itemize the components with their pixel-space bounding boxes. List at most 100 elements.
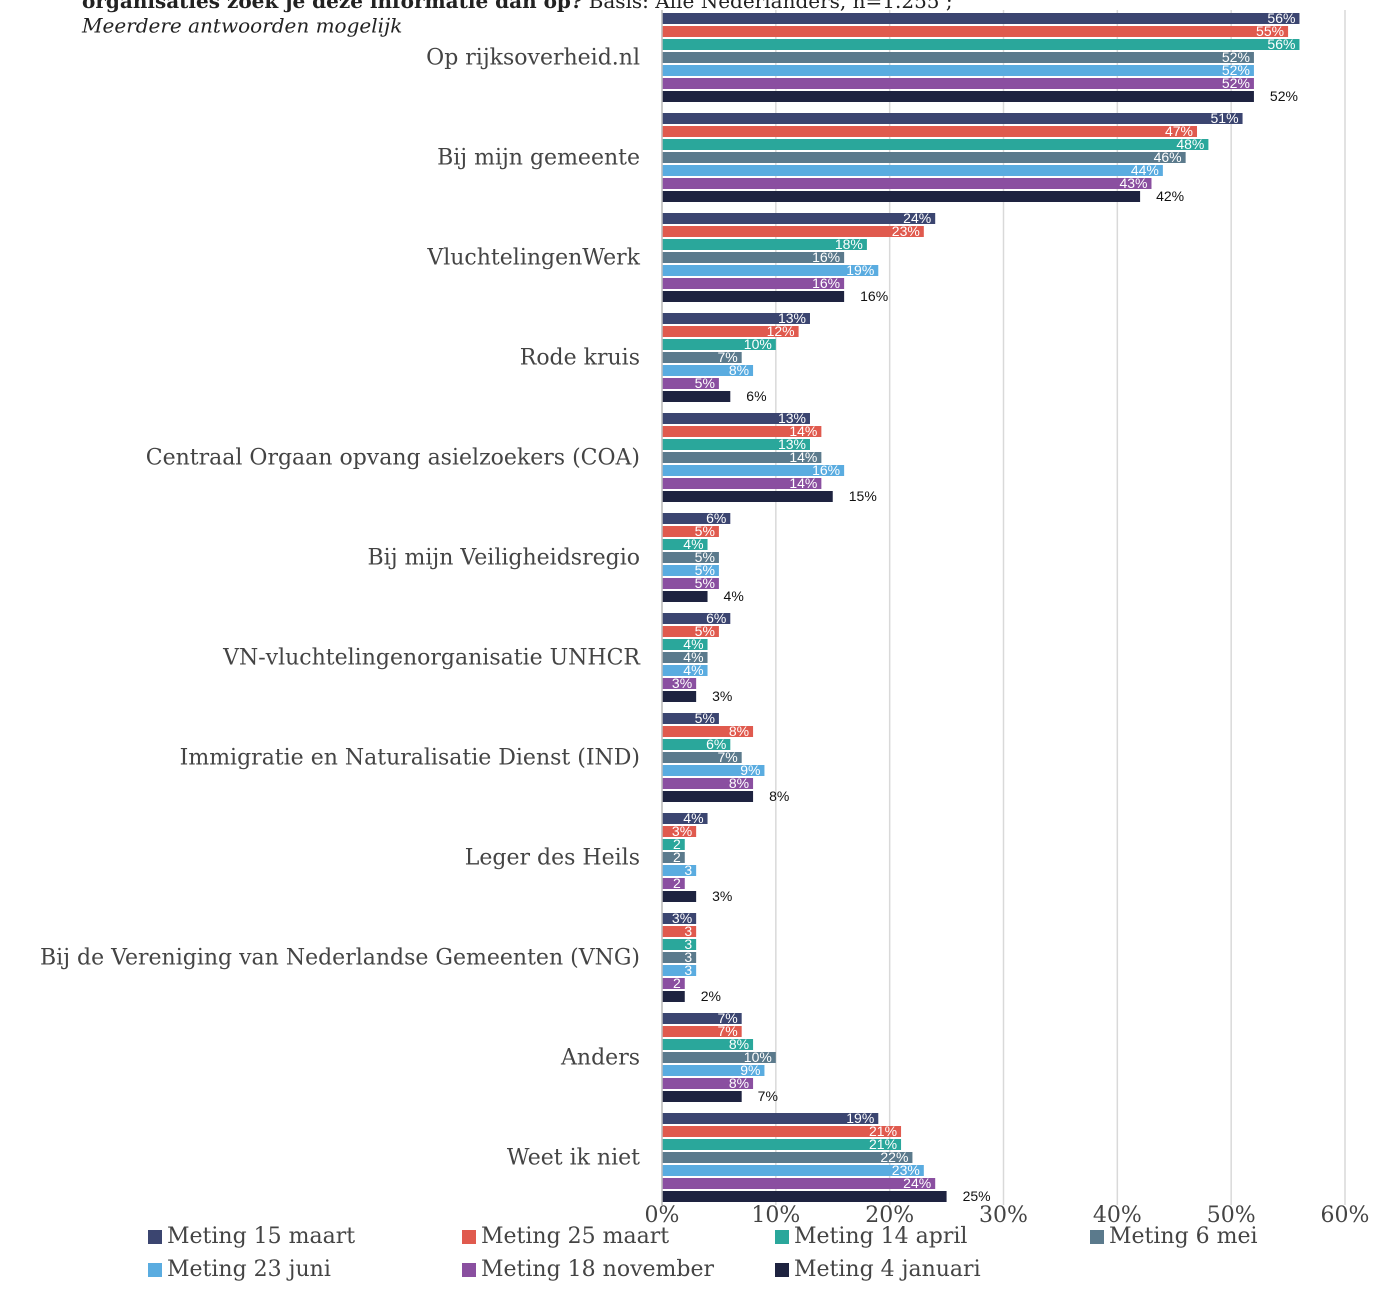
data-label: 9% <box>740 1062 760 1078</box>
chart-subtitle: Basis: Alle Nederlanders, n=1.255 ; <box>589 0 953 13</box>
legend-label: Meting 6 mei <box>1109 1224 1258 1249</box>
data-label: 3 <box>684 936 692 952</box>
data-label: 8% <box>729 775 749 791</box>
bar <box>662 765 765 776</box>
data-label: 24% <box>903 1175 931 1191</box>
bar <box>662 1152 913 1163</box>
bar <box>662 626 719 637</box>
legend-swatch <box>775 1230 789 1244</box>
bar <box>662 226 924 237</box>
bar <box>662 1039 754 1050</box>
bar <box>662 565 719 576</box>
bar <box>662 1126 902 1137</box>
data-label: 5% <box>695 549 715 565</box>
category-label: Op rijksoverheid.nl <box>426 46 640 71</box>
category-label: VN-vluchtelingenorganisatie UNHCR <box>222 646 641 671</box>
data-label: 6% <box>706 610 726 626</box>
data-label: 5% <box>695 562 715 578</box>
legend-label: Meting 14 april <box>794 1224 967 1249</box>
x-tick-label: 40% <box>1093 1203 1142 1228</box>
category-label: Bij mijn gemeente <box>437 146 640 171</box>
category-label: Centraal Orgaan opvang asielzoekers (COA… <box>146 446 640 471</box>
data-label: 14% <box>789 475 817 491</box>
bar <box>662 239 867 250</box>
data-label: 8% <box>729 362 749 378</box>
bar <box>662 465 845 476</box>
bar <box>662 452 822 463</box>
bar <box>662 813 708 824</box>
data-label: 47% <box>1165 123 1193 139</box>
legend-label: Meting 15 maart <box>167 1224 355 1249</box>
bar <box>662 491 833 502</box>
data-label: 6% <box>706 510 726 526</box>
bar <box>662 913 697 924</box>
grid <box>661 10 1346 1205</box>
data-label: 4% <box>683 810 703 826</box>
category-label: Bij de Vereniging van Nederlandse Gemeen… <box>40 946 640 971</box>
bar <box>662 665 708 676</box>
data-label: 25% <box>963 1188 991 1204</box>
data-label: 16% <box>812 249 840 265</box>
data-label: 19% <box>846 1110 874 1126</box>
x-tick-label: 60% <box>1321 1203 1370 1228</box>
data-label: 3% <box>672 823 692 839</box>
bar <box>662 1191 947 1202</box>
bar <box>662 891 697 902</box>
data-label: 52% <box>1222 49 1250 65</box>
legend-swatch <box>462 1230 476 1244</box>
data-label: 3% <box>712 688 732 704</box>
data-label: 52% <box>1222 62 1250 78</box>
bar <box>662 39 1300 50</box>
data-label: 13% <box>778 310 806 326</box>
data-label: 2 <box>673 849 681 865</box>
bar <box>662 752 742 763</box>
bar <box>662 613 731 624</box>
bar <box>662 526 719 537</box>
data-label: 8% <box>729 1036 749 1052</box>
x-tick-label: 20% <box>865 1203 914 1228</box>
category-label: Immigratie en Naturalisatie Dienst (IND) <box>180 746 640 771</box>
bar <box>662 865 697 876</box>
bar <box>662 952 697 963</box>
category-label: Weet ik niet <box>507 1146 640 1171</box>
legend-label: Meting 4 januari <box>794 1257 981 1282</box>
bar <box>662 639 708 650</box>
bar <box>662 113 1243 124</box>
x-tick-label: 30% <box>979 1203 1028 1228</box>
data-label: 42% <box>1156 188 1184 204</box>
bar <box>662 65 1254 76</box>
bar <box>662 878 685 889</box>
bar <box>662 139 1209 150</box>
chart-title: organisaties zoek je deze informatie dan… <box>82 0 583 13</box>
category-label: Bij mijn Veiligheidsregio <box>368 546 640 571</box>
bar <box>662 791 754 802</box>
category-label: Rode kruis <box>520 346 640 371</box>
data-label: 5% <box>695 523 715 539</box>
data-label: 8% <box>769 788 789 804</box>
data-label: 10% <box>744 1049 772 1065</box>
bar <box>662 1091 742 1102</box>
bar <box>662 78 1254 89</box>
data-label: 14% <box>789 423 817 439</box>
bar <box>662 178 1152 189</box>
bar <box>662 726 754 737</box>
bar <box>662 439 810 450</box>
bar <box>662 1078 754 1089</box>
data-label: 46% <box>1154 149 1182 165</box>
data-label: 3% <box>672 675 692 691</box>
data-label: 21% <box>869 1123 897 1139</box>
bar <box>662 1113 879 1124</box>
bar <box>662 352 742 363</box>
bar <box>662 1165 924 1176</box>
data-label: 48% <box>1176 136 1204 152</box>
legend-swatch <box>462 1263 476 1277</box>
data-label: 10% <box>744 336 772 352</box>
data-label: 7% <box>717 749 737 765</box>
bar <box>662 826 697 837</box>
bar <box>662 478 822 489</box>
bar <box>662 578 719 589</box>
data-label: 2 <box>673 836 681 852</box>
data-label: 56% <box>1267 36 1295 52</box>
data-label: 7% <box>758 1088 778 1104</box>
